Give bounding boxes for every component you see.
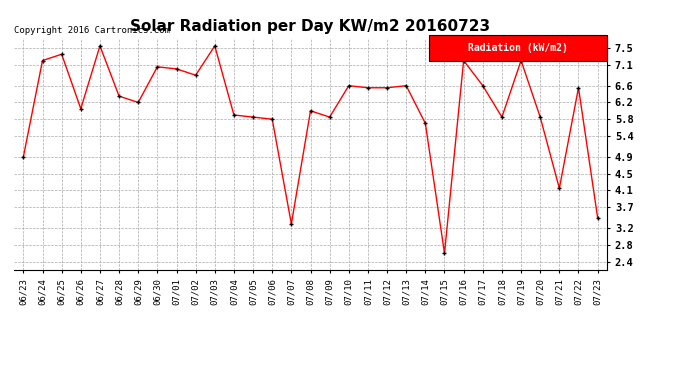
Point bbox=[114, 93, 125, 99]
Point bbox=[18, 154, 29, 160]
Point bbox=[228, 112, 239, 118]
Point bbox=[286, 221, 297, 227]
Point bbox=[248, 114, 259, 120]
Point bbox=[362, 85, 373, 91]
Point bbox=[37, 57, 48, 63]
Point bbox=[496, 114, 507, 120]
Point bbox=[439, 250, 450, 256]
Point bbox=[420, 120, 431, 126]
Text: Copyright 2016 Cartronics.com: Copyright 2016 Cartronics.com bbox=[14, 26, 170, 35]
Title: Solar Radiation per Day KW/m2 20160723: Solar Radiation per Day KW/m2 20160723 bbox=[130, 18, 491, 33]
Point bbox=[209, 43, 220, 49]
Point bbox=[515, 57, 526, 63]
Point bbox=[535, 114, 546, 120]
Point bbox=[592, 214, 603, 220]
Point bbox=[75, 106, 86, 112]
Point bbox=[190, 72, 201, 78]
Point bbox=[324, 114, 335, 120]
Point bbox=[477, 82, 489, 88]
FancyBboxPatch shape bbox=[429, 35, 607, 61]
Point bbox=[305, 108, 316, 114]
Point bbox=[382, 85, 393, 91]
Point bbox=[458, 57, 469, 63]
Point bbox=[56, 51, 67, 57]
Point bbox=[401, 82, 412, 88]
Point bbox=[95, 43, 106, 49]
Point bbox=[267, 116, 278, 122]
Point bbox=[343, 82, 354, 88]
Point bbox=[152, 64, 163, 70]
Point bbox=[554, 185, 565, 191]
Point bbox=[132, 99, 144, 105]
Text: Radiation (kW/m2): Radiation (kW/m2) bbox=[469, 43, 568, 53]
Point bbox=[171, 66, 182, 72]
Point bbox=[573, 85, 584, 91]
